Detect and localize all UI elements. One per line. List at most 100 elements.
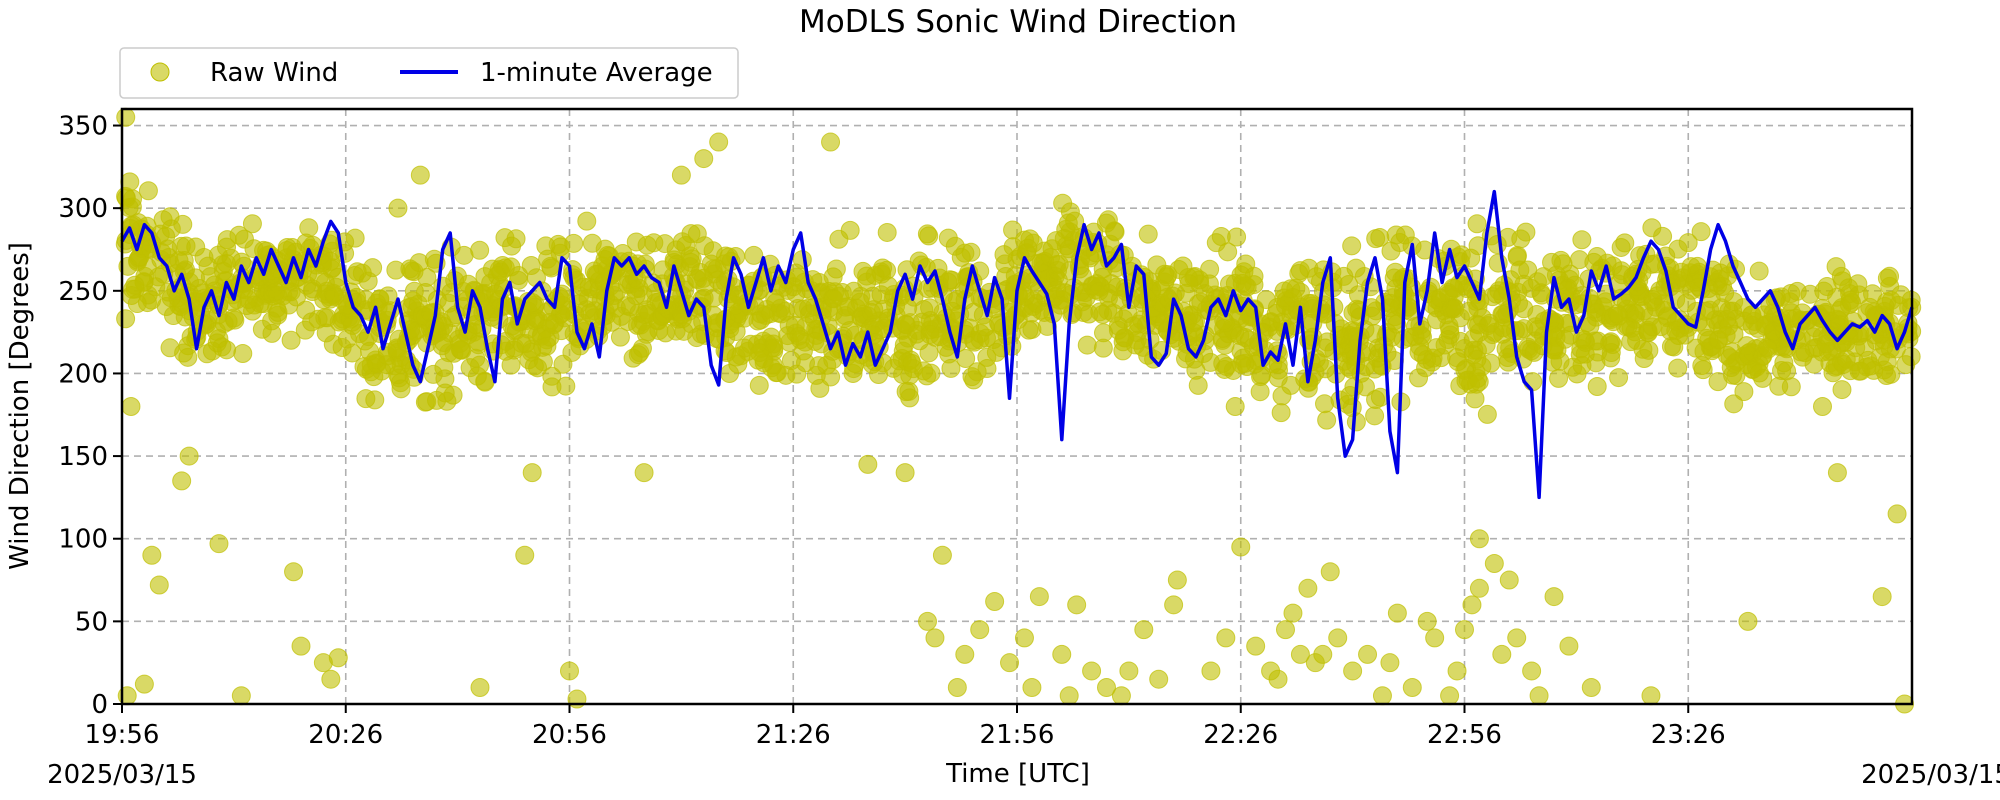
raw-wind-point bbox=[1691, 222, 1711, 242]
raw-wind-point bbox=[821, 132, 841, 152]
raw-wind-point bbox=[920, 324, 940, 344]
raw-wind-point bbox=[762, 358, 782, 378]
raw-wind-point bbox=[1290, 644, 1310, 664]
raw-wind-point bbox=[656, 323, 676, 343]
raw-wind-point bbox=[564, 233, 584, 253]
raw-wind-point bbox=[281, 330, 301, 350]
raw-wind-point bbox=[1499, 570, 1519, 590]
raw-wind-point bbox=[1522, 661, 1542, 681]
raw-wind-point bbox=[1646, 297, 1666, 317]
raw-wind-point bbox=[869, 364, 889, 384]
raw-wind-point bbox=[618, 311, 638, 331]
raw-wind-point bbox=[955, 644, 975, 664]
raw-wind-point bbox=[1320, 562, 1340, 582]
raw-wind-point bbox=[1836, 349, 1856, 369]
legend-label-raw-wind: Raw Wind bbox=[210, 58, 338, 88]
raw-wind-point bbox=[805, 331, 825, 351]
raw-wind-point bbox=[470, 240, 490, 260]
raw-wind-point bbox=[994, 245, 1014, 265]
raw-wind-point bbox=[1045, 266, 1065, 286]
raw-wind-point bbox=[410, 165, 430, 185]
raw-wind-point bbox=[365, 390, 385, 410]
raw-wind-point bbox=[1877, 268, 1897, 288]
raw-wind-point bbox=[1119, 661, 1139, 681]
raw-wind-point bbox=[231, 686, 251, 706]
raw-wind-point bbox=[137, 293, 157, 313]
raw-wind-point bbox=[858, 454, 878, 474]
raw-wind-point bbox=[1791, 342, 1811, 362]
raw-wind-point bbox=[337, 329, 357, 349]
raw-wind-point bbox=[1669, 326, 1689, 346]
raw-wind-point bbox=[1244, 266, 1264, 286]
raw-wind-point bbox=[1514, 274, 1534, 294]
raw-wind-point bbox=[299, 218, 319, 238]
raw-wind-point bbox=[1275, 296, 1295, 316]
raw-wind-point bbox=[787, 364, 807, 384]
raw-wind-point bbox=[610, 327, 630, 347]
raw-wind-point bbox=[1167, 570, 1187, 590]
raw-wind-point bbox=[528, 358, 548, 378]
raw-wind-point bbox=[925, 628, 945, 648]
raw-wind-point bbox=[950, 304, 970, 324]
x-tick-label: 22:56 bbox=[1427, 720, 1502, 750]
raw-wind-point bbox=[169, 251, 189, 271]
raw-wind-point bbox=[1607, 304, 1627, 324]
raw-wind-point bbox=[1351, 363, 1371, 383]
raw-wind-point bbox=[1067, 595, 1087, 615]
raw-wind-point bbox=[1567, 364, 1587, 384]
raw-wind-point bbox=[1346, 412, 1366, 432]
raw-wind-point bbox=[1014, 628, 1034, 648]
raw-wind-point bbox=[1581, 677, 1601, 697]
raw-wind-point bbox=[1615, 233, 1635, 253]
raw-wind-point bbox=[321, 669, 341, 689]
raw-wind-point bbox=[1507, 246, 1527, 266]
raw-wind-point bbox=[209, 534, 229, 554]
raw-wind-point bbox=[1317, 410, 1337, 430]
y-axis-ticks: 0 50 100 150 200 250 300 350 bbox=[58, 112, 122, 720]
raw-wind-point bbox=[918, 611, 937, 631]
raw-wind-point bbox=[932, 545, 952, 565]
raw-wind-point bbox=[1877, 365, 1897, 385]
raw-wind-point bbox=[1361, 298, 1381, 318]
raw-wind-point bbox=[1724, 292, 1744, 312]
raw-wind-point bbox=[360, 341, 380, 361]
raw-wind-point bbox=[1092, 267, 1112, 287]
x-axis-ticks: 19:56 20:26 20:56 21:26 21:56 22:26 22:56 23:26 bbox=[85, 704, 1726, 750]
raw-wind-point bbox=[1358, 644, 1378, 664]
raw-wind-point bbox=[829, 229, 849, 249]
raw-wind-point bbox=[1832, 380, 1852, 400]
raw-wind-point bbox=[1840, 290, 1860, 310]
raw-wind-point bbox=[977, 359, 997, 379]
raw-wind-point bbox=[173, 214, 193, 234]
raw-wind-point bbox=[1053, 193, 1073, 213]
y-tick-label: 100 bbox=[58, 525, 108, 555]
raw-wind-point bbox=[541, 258, 561, 278]
raw-wind-point bbox=[1096, 213, 1116, 233]
raw-wind-point bbox=[1059, 239, 1079, 259]
raw-wind-point bbox=[1831, 266, 1851, 286]
raw-wind-point bbox=[1365, 406, 1385, 426]
raw-wind-point bbox=[1584, 252, 1604, 272]
raw-wind-point bbox=[1641, 686, 1661, 706]
raw-wind-point bbox=[1018, 238, 1038, 258]
raw-wind-point bbox=[951, 247, 971, 267]
raw-wind-point bbox=[877, 222, 897, 242]
raw-wind-point bbox=[1753, 368, 1773, 388]
raw-wind-point bbox=[1315, 394, 1335, 414]
raw-wind-point bbox=[376, 355, 396, 375]
raw-wind-point bbox=[694, 149, 714, 169]
raw-wind-point bbox=[1455, 620, 1474, 640]
raw-wind-point bbox=[1639, 340, 1659, 360]
raw-wind-point bbox=[1462, 595, 1482, 615]
raw-wind-point bbox=[345, 228, 365, 248]
raw-wind-point bbox=[549, 286, 569, 306]
raw-wind-point bbox=[1173, 256, 1193, 276]
raw-wind-point bbox=[1149, 669, 1169, 689]
raw-wind-point bbox=[1829, 310, 1849, 330]
raw-wind-point bbox=[1372, 686, 1392, 706]
legend: Raw Wind 1-minute Average bbox=[119, 47, 739, 99]
raw-wind-point bbox=[502, 236, 522, 256]
raw-wind-point bbox=[1231, 537, 1251, 557]
raw-wind-point bbox=[1477, 404, 1497, 424]
raw-wind-point bbox=[824, 289, 844, 309]
